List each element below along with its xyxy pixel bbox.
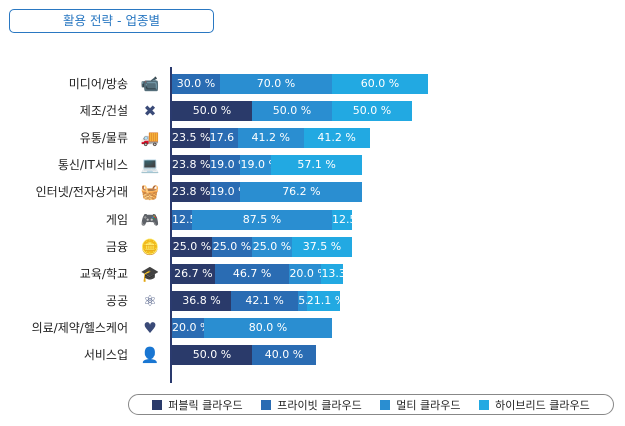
bar-segment: 23.8 %	[172, 155, 210, 176]
bar-segment: 87.5 %	[192, 209, 332, 230]
category-label: 통신/IT서비스	[57, 158, 128, 173]
category-label: 인터넷/전자상거래	[35, 185, 128, 200]
legend-swatch-hybrid	[479, 399, 490, 410]
bar-segment: 80.0 %	[204, 317, 332, 338]
legend-swatch-private	[261, 399, 272, 410]
bar-segment: 12.5 %	[172, 209, 210, 230]
tools-icon: ✖	[143, 102, 157, 121]
bar-segment: 50.0 %	[332, 101, 412, 122]
bar-segment: 17.6 %	[209, 128, 248, 149]
bar-segment: 19.0 %	[210, 182, 249, 203]
bar-segment: 57.1 %	[270, 155, 363, 176]
legend-swatch-public	[152, 399, 163, 410]
bar-segment: 13.3 %	[321, 263, 360, 284]
category-label: 서비스업	[83, 348, 128, 362]
bar-segment: 20.0 %	[289, 263, 328, 284]
bar-segment: 20.0 %	[172, 317, 210, 338]
bar-row: 제조/건설 ✖ 50.0 % 50.0 % 50.0 %	[0, 101, 625, 122]
legend-item-multi: 멀티 클라우드	[380, 397, 461, 413]
bar-segment: 25.0 %	[172, 236, 212, 257]
legend-label-multi: 멀티 클라우드	[396, 398, 461, 412]
bar-row: 유통/물류 🚚 23.5 % 17.6 % 41.2 % 41.2 %	[0, 128, 625, 149]
bar-segment: 40.0 %	[252, 345, 316, 365]
bar-row: 게임 🎮 12.5 %87.5 %12.5 %	[0, 209, 625, 230]
bar-segment: 60.0 %	[332, 74, 428, 94]
legend-item-hybrid: 하이브리드 클라우드	[479, 397, 590, 413]
bar-segment: 25.0 %	[212, 236, 252, 257]
legend-swatch-multi	[380, 399, 391, 410]
bar-segment: 30.0 %	[172, 74, 220, 94]
category-label: 의료/제약/헬스케어	[31, 320, 128, 335]
bar-segment: 21.1 %	[306, 290, 345, 311]
chart-title: 활용 전략 - 업종별	[9, 9, 214, 33]
coins-icon: 🪙	[140, 237, 160, 256]
bar-segment: 50.0 %	[172, 345, 252, 365]
bar-segment: 26.7 %	[172, 263, 215, 284]
category-axis-line	[170, 67, 172, 383]
bar-segment: 41.2 %	[237, 128, 304, 149]
medical-heart-icon: ♥	[143, 318, 157, 337]
gamepad-icon: 🎮	[140, 210, 160, 229]
category-label: 금융	[105, 239, 128, 254]
bar-segment: 42.1 %	[230, 290, 299, 311]
bar-segment: 25.0 %	[252, 236, 292, 257]
category-label: 미디어/방송	[68, 77, 128, 91]
atom-icon: ⚛	[143, 291, 157, 310]
bar-row: 통신/IT서비스 💻 23.8 % 19.0 % 19.0 % 57.1 %	[0, 155, 625, 176]
category-label: 게임	[105, 212, 128, 227]
bar-segment: 36.8 %	[172, 290, 231, 311]
legend-item-public: 퍼블릭 클라우드	[152, 397, 243, 413]
bar-segment: 70.0 %	[220, 74, 332, 94]
legend: 퍼블릭 클라우드 프라이빗 클라우드 멀티 클라우드 하이브리드 클라우드	[128, 394, 614, 415]
bar-row: 교육/학교 🎓 26.7 % 46.7 % 20.0 % 13.3 %	[0, 263, 625, 284]
bar-row: 인터넷/전자상거래 🧺 23.8 % 19.0 % 76.2 %	[0, 182, 625, 203]
bar-segment: 46.7 %	[214, 263, 290, 284]
bar-segment: 12.5 %	[332, 209, 370, 230]
bar-segment: 76.2 %	[240, 182, 363, 203]
bar-row: 의료/제약/헬스케어 ♥ 20.0 % 80.0 %	[0, 317, 625, 338]
bar-segment: 19.0 %	[210, 155, 249, 176]
graduation-cap-icon: 🎓	[140, 264, 160, 283]
person-icon: 👤	[140, 346, 160, 364]
bar-segment: 37.5 %	[292, 236, 352, 257]
bar-segment: 41.2 %	[303, 128, 370, 149]
laptop-icon: 💻	[140, 156, 160, 175]
bar-row: 미디어/방송 📹 30.0 % 70.0 % 60.0 %	[0, 74, 625, 94]
category-label: 교육/학교	[79, 266, 128, 281]
bar-row: 금융 🪙 25.0 % 25.0 % 25.0 % 37.5 %	[0, 236, 625, 257]
truck-icon: 🚚	[140, 129, 160, 148]
category-label: 유통/물류	[79, 131, 128, 146]
bar-segment: 23.8 %	[172, 182, 210, 203]
shopping-basket-icon: 🧺	[140, 183, 160, 202]
bar-segment: 19.0 %	[240, 155, 279, 176]
bar-row: 서비스업 👤 50.0 % 40.0 %	[0, 345, 625, 365]
category-label: 공공	[105, 293, 128, 308]
legend-label-public: 퍼블릭 클라우드	[168, 398, 243, 412]
bar-segment: 23.5 %	[172, 128, 210, 149]
legend-item-private: 프라이빗 클라우드	[261, 397, 362, 413]
bar-row: 공공 ⚛ 36.8 %42.1 %5.3 %21.1 %	[0, 290, 625, 311]
video-camera-icon: 📹	[140, 75, 160, 93]
legend-label-hybrid: 하이브리드 클라우드	[495, 398, 590, 412]
bar-segment: 50.0 %	[172, 101, 252, 122]
category-label: 제조/건설	[79, 104, 128, 119]
bar-segment: 50.0 %	[252, 101, 332, 122]
legend-label-private: 프라이빗 클라우드	[277, 398, 362, 412]
bar-segment: 5.3 %	[298, 290, 330, 311]
